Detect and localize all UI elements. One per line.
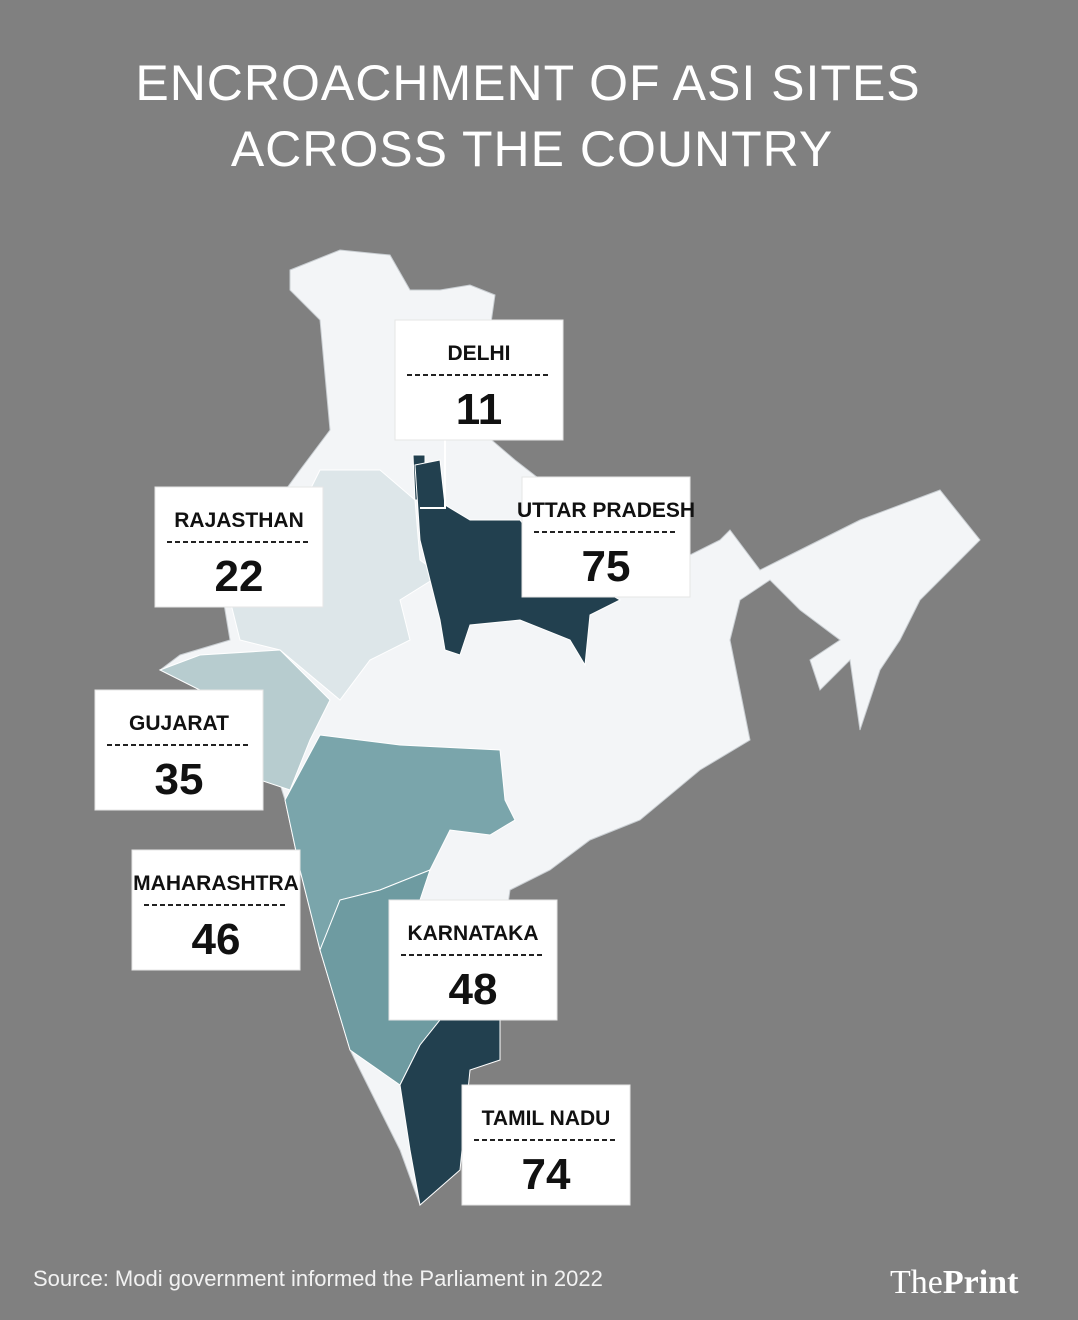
card-bg (131, 849, 301, 971)
state-region (414, 459, 622, 667)
title-line: ENCROACHMENT OF ASI SITES (135, 55, 920, 111)
state-labels: DELHI 11 RAJASTHAN 22 UTTAR PRADESH 75 GUJARAT… (94, 319, 695, 1206)
state-value: 22 (215, 552, 264, 601)
card-bg (394, 319, 564, 441)
state-value: 74 (522, 1150, 571, 1199)
state-card: TAMIL NADU 74 (461, 1084, 631, 1206)
state-card: DELHI 11 (394, 319, 564, 441)
state-value: 35 (155, 755, 204, 804)
state-name: UTTAR PRADESH (517, 499, 695, 522)
state-name: KARNATAKA (407, 922, 538, 945)
state-name: DELHI (448, 342, 511, 365)
logo-main: Print (943, 1264, 1019, 1301)
state-name: TAMIL NADU (482, 1107, 611, 1130)
state-card: UTTAR PRADESH 75 (517, 476, 695, 598)
card-bg (154, 486, 324, 608)
title-line: ACROSS THE COUNTRY (231, 121, 833, 177)
state-card: KARNATAKA 48 (388, 899, 558, 1021)
state-value: 46 (192, 915, 241, 964)
state-card: MAHARASHTRA 46 (131, 849, 301, 971)
state-value: 11 (456, 385, 503, 434)
logo: ThePrint (890, 1264, 1019, 1301)
delhi-connector (420, 440, 446, 509)
state-value: 48 (449, 965, 498, 1014)
state-card: RAJASTHAN 22 (154, 486, 324, 608)
card-bg (521, 476, 691, 598)
state-name: RAJASTHAN (174, 509, 304, 532)
state-name: MAHARASHTRA (133, 872, 299, 895)
card-bg (461, 1084, 631, 1206)
state-card: GUJARAT 35 (94, 689, 264, 811)
card-bg (388, 899, 558, 1021)
state-name: GUJARAT (129, 712, 229, 735)
state-value: 75 (582, 542, 631, 591)
card-bg (94, 689, 264, 811)
source: Source: Modi government informed the Par… (33, 1266, 603, 1291)
logo-prefix: The (890, 1264, 943, 1301)
